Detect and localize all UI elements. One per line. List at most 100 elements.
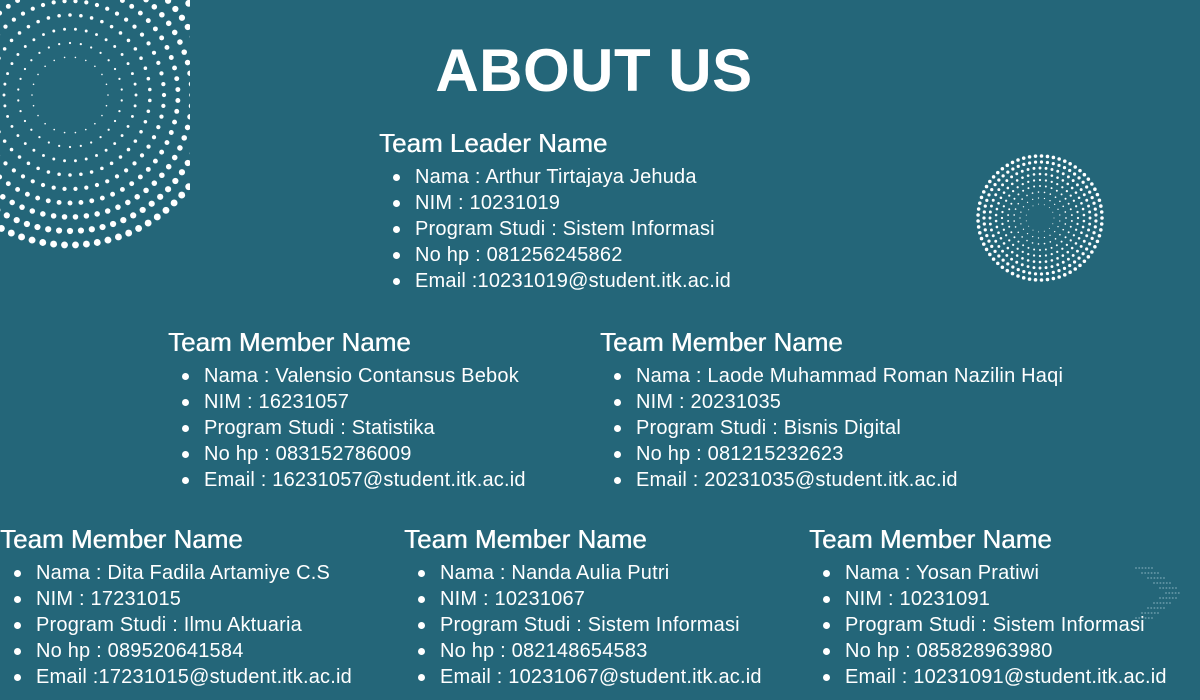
decor-dot — [58, 144, 61, 147]
decor-dot — [177, 145, 183, 151]
decor-dot — [50, 240, 58, 248]
decor-dot — [1094, 219, 1098, 223]
decor-dot — [55, 227, 63, 234]
decor-dot — [99, 135, 102, 139]
decor-dot — [38, 135, 41, 139]
decor-dot — [1076, 222, 1079, 226]
decor-dot — [1044, 185, 1047, 188]
decor-dot — [37, 114, 39, 117]
decor-dot — [30, 179, 35, 184]
decor-dot — [1071, 179, 1075, 183]
decor-dot — [1153, 572, 1156, 574]
decor-dot — [995, 225, 999, 229]
decor-dot — [134, 194, 140, 200]
info-list: Nama : Valensio Contansus Bebok NIM : 16… — [168, 363, 526, 493]
decor-dot — [113, 119, 117, 123]
decor-dot — [77, 227, 85, 234]
decor-dot — [133, 47, 138, 51]
dotted-chevron-right-icon — [1135, 567, 1180, 619]
info-program-studi: Program Studi : Ilmu Aktuaria — [0, 612, 352, 638]
decor-dot — [1057, 269, 1061, 273]
decor-dot — [114, 11, 120, 16]
decor-dot — [126, 124, 130, 128]
decor-dot — [9, 199, 15, 206]
info-no-hp: No hp : 081215232623 — [600, 441, 1063, 467]
decor-dot — [988, 216, 992, 220]
decor-dot — [1070, 214, 1073, 217]
decor-dot — [1028, 161, 1032, 165]
decor-dot — [130, 212, 137, 219]
decor-dot — [1007, 219, 1010, 222]
decor-dot — [1144, 617, 1147, 619]
team-member-card-2: Team Member Name Nama : Laode Muhammad R… — [600, 327, 1063, 493]
decor-dot — [73, 186, 78, 191]
decor-dot — [1076, 216, 1080, 220]
decor-dot — [989, 204, 993, 208]
decor-dot — [46, 170, 51, 174]
decor-dot — [1014, 208, 1017, 210]
decor-dot — [1000, 216, 1004, 220]
decor-dot — [135, 224, 143, 232]
decor-dot — [1162, 587, 1165, 589]
decor-dot — [1054, 230, 1056, 233]
decor-dot — [20, 174, 26, 179]
decor-dot — [1038, 203, 1040, 205]
decor-dot — [1163, 577, 1165, 579]
decor-dot — [1037, 243, 1040, 245]
decor-dot — [19, 109, 22, 113]
decor-dot — [133, 139, 138, 143]
decor-dot — [156, 125, 161, 130]
decor-dot — [1001, 222, 1004, 226]
decor-dot — [1025, 214, 1027, 216]
decor-dot — [1017, 240, 1020, 243]
decor-dot — [1147, 577, 1149, 579]
decor-dot — [83, 213, 90, 219]
decor-dot — [1062, 166, 1067, 170]
decor-dot — [1088, 210, 1092, 214]
decor-dot — [172, 5, 179, 13]
decor-dot — [1033, 278, 1038, 282]
decor-dot — [991, 175, 996, 179]
decor-dot — [120, 88, 123, 91]
decor-dot — [1090, 195, 1094, 200]
decor-dot — [1071, 253, 1075, 257]
decor-dot — [89, 170, 94, 174]
decor-dot — [1011, 265, 1015, 269]
decor-dot — [1032, 173, 1036, 176]
decor-dot — [1062, 266, 1067, 270]
decor-dot — [184, 23, 190, 31]
decor-dot — [1013, 214, 1015, 216]
decor-dot — [1050, 259, 1054, 262]
decor-dot — [175, 98, 181, 103]
decor-dot — [105, 179, 110, 184]
decor-dot — [171, 29, 178, 36]
decor-dot — [1017, 202, 1020, 205]
decor-dot — [115, 204, 121, 210]
decor-dot — [72, 214, 79, 220]
decor-dot — [982, 216, 986, 220]
decor-dot — [51, 185, 56, 190]
decor-dot — [101, 114, 103, 117]
decor-dot — [1032, 166, 1036, 170]
decor-dot — [143, 120, 148, 124]
decor-dot — [1082, 193, 1086, 197]
decor-dot — [1073, 165, 1077, 169]
decor-dot — [1001, 249, 1005, 253]
decor-dot — [1156, 577, 1159, 579]
decor-dot — [1165, 602, 1168, 604]
decor-dot — [20, 11, 26, 16]
decor-dot — [1062, 273, 1067, 277]
decor-dot — [1080, 201, 1083, 205]
decor-dot — [997, 188, 1001, 192]
decor-dot — [157, 193, 164, 200]
decor-dot — [11, 168, 16, 173]
decor-dot — [1069, 208, 1072, 211]
info-program-studi: Program Studi : Sistem Informasi — [379, 216, 731, 242]
decor-dot — [1026, 194, 1028, 197]
decor-dot — [104, 236, 112, 244]
decor-dot — [1062, 205, 1065, 208]
decor-dot — [1086, 177, 1091, 181]
decor-dot — [104, 38, 108, 42]
decor-dot — [1044, 173, 1048, 176]
decor-dot — [125, 199, 131, 206]
